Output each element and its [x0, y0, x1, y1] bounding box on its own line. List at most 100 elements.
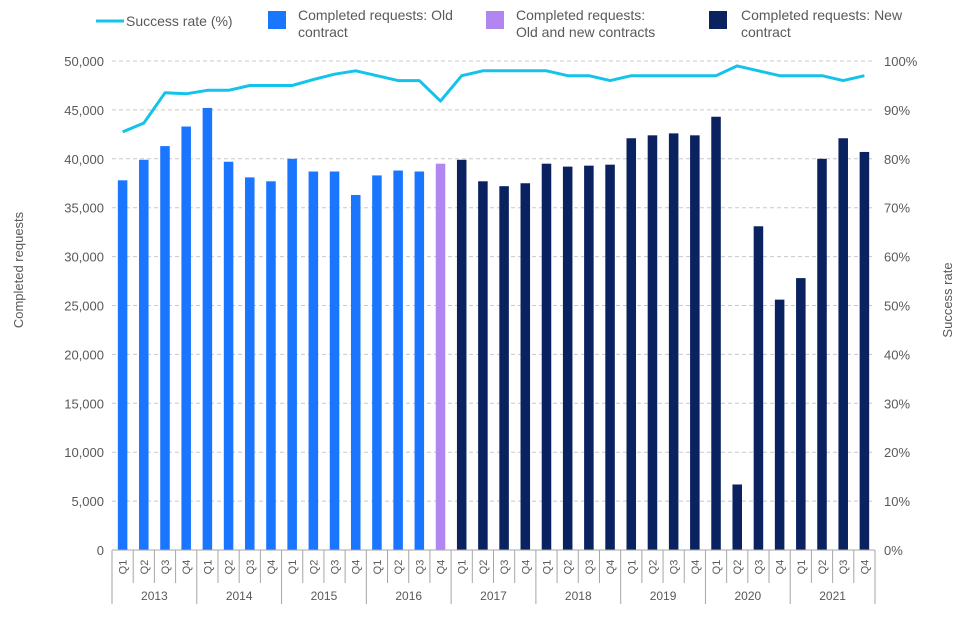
bar	[350, 194, 361, 550]
y2-tick-label: 40%	[884, 347, 910, 362]
quarter-label: Q3	[499, 560, 511, 575]
bar	[308, 171, 319, 550]
year-label: 2014	[226, 589, 253, 603]
quarter-label: Q3	[584, 560, 596, 575]
year-label: 2013	[141, 589, 168, 603]
quarter-label: Q1	[711, 560, 723, 575]
legend-mixed-label-line1: Completed requests:	[516, 7, 645, 23]
y-tick-label: 30,000	[64, 250, 104, 265]
bar	[456, 159, 467, 550]
quarter-label: Q4	[520, 560, 532, 575]
quarter-label: Q1	[457, 560, 469, 575]
y2-tick-label: 100%	[884, 54, 918, 69]
bar	[160, 146, 170, 550]
bar	[499, 186, 509, 550]
y-tick-label: 15,000	[64, 396, 104, 411]
quarter-label: Q4	[181, 560, 193, 575]
success-rate-polyline	[122, 64, 865, 134]
bar	[859, 151, 870, 551]
quarter-label: Q4	[690, 560, 702, 575]
legend: Success rate (%) Completed requests: Old…	[96, 7, 903, 40]
quarter-label: Q2	[308, 560, 320, 575]
bar	[435, 163, 446, 550]
bar	[774, 299, 785, 550]
bar	[139, 159, 149, 550]
y2-tick-label: 30%	[884, 396, 910, 411]
quarter-label: Q4	[605, 560, 617, 575]
quarter-label: Q3	[414, 560, 426, 575]
y2-tick-label: 0%	[884, 543, 903, 558]
quarter-label: Q2	[647, 560, 659, 575]
grid	[112, 60, 875, 502]
legend-mixed-swatch	[486, 11, 504, 29]
year-label: 2019	[650, 589, 677, 603]
quarter-label: Q1	[118, 560, 130, 575]
quarter-label: Q3	[245, 560, 257, 575]
y2-tick-label: 50%	[884, 299, 910, 314]
year-label: 2021	[819, 589, 846, 603]
quarter-label: Q3	[669, 560, 681, 575]
y2-axis-title: Success rate	[940, 262, 955, 337]
quarter-label: Q2	[139, 560, 151, 575]
quarter-label: Q2	[393, 560, 405, 575]
quarter-label: Q3	[330, 560, 342, 575]
bar	[541, 163, 552, 550]
bar	[414, 171, 425, 550]
quarter-label: Q1	[287, 560, 299, 575]
bar	[605, 164, 615, 550]
year-label: 2016	[395, 589, 422, 603]
quarter-label: Q2	[817, 560, 829, 575]
quarter-label: Q2	[478, 560, 490, 575]
quarter-label: Q2	[224, 560, 236, 575]
bar	[266, 181, 276, 550]
bar	[796, 278, 806, 550]
legend-mixed-label-line2: Old and new contracts	[516, 24, 655, 40]
y2-tick-label: 20%	[884, 445, 910, 460]
bar	[117, 180, 128, 551]
legend-old-label-line1: Completed requests: Old	[298, 7, 453, 23]
year-label: 2017	[480, 589, 507, 603]
bar	[647, 135, 658, 550]
quarter-label: Q4	[436, 560, 448, 575]
y2-tick-label: 90%	[884, 103, 910, 118]
y-tick-label: 40,000	[64, 152, 104, 167]
legend-new-swatch	[709, 11, 727, 29]
bar	[753, 226, 764, 551]
bar	[838, 138, 848, 550]
y-tick-label: 50,000	[64, 54, 104, 69]
y-tick-label: 25,000	[64, 299, 104, 314]
year-label: 2018	[565, 589, 592, 603]
bar	[817, 158, 827, 551]
y-tick-label: 35,000	[64, 201, 104, 216]
y-tick-label: 0	[97, 543, 104, 558]
legend-new-label-line1: Completed requests: New	[741, 7, 903, 23]
quarter-label: Q2	[732, 560, 744, 575]
y2-tick-label: 80%	[884, 152, 910, 167]
success-rate-line	[122, 64, 865, 134]
quarter-label: Q4	[266, 560, 278, 575]
quarter-label: Q4	[859, 560, 871, 575]
quarter-label: Q1	[626, 560, 638, 575]
bar	[668, 133, 679, 550]
y2-tick-label: 10%	[884, 494, 910, 509]
bar	[562, 166, 573, 550]
bar	[478, 181, 488, 550]
y-tick-label: 10,000	[64, 445, 104, 460]
y2-tick-label: 60%	[884, 250, 910, 265]
quarter-label: Q1	[202, 560, 214, 575]
quarter-label: Q3	[838, 560, 850, 575]
bar	[202, 107, 213, 550]
quarter-label: Q1	[372, 560, 384, 575]
quarter-label: Q4	[351, 560, 363, 575]
bar	[329, 171, 340, 550]
bar	[287, 158, 297, 551]
bar	[690, 135, 700, 550]
y-tick-label: 5,000	[71, 494, 104, 509]
y-tick-label: 45,000	[64, 103, 104, 118]
bars	[117, 107, 870, 551]
bar	[711, 116, 721, 550]
quarter-label: Q2	[563, 560, 575, 575]
legend-new-label-line2: contract	[741, 24, 791, 40]
